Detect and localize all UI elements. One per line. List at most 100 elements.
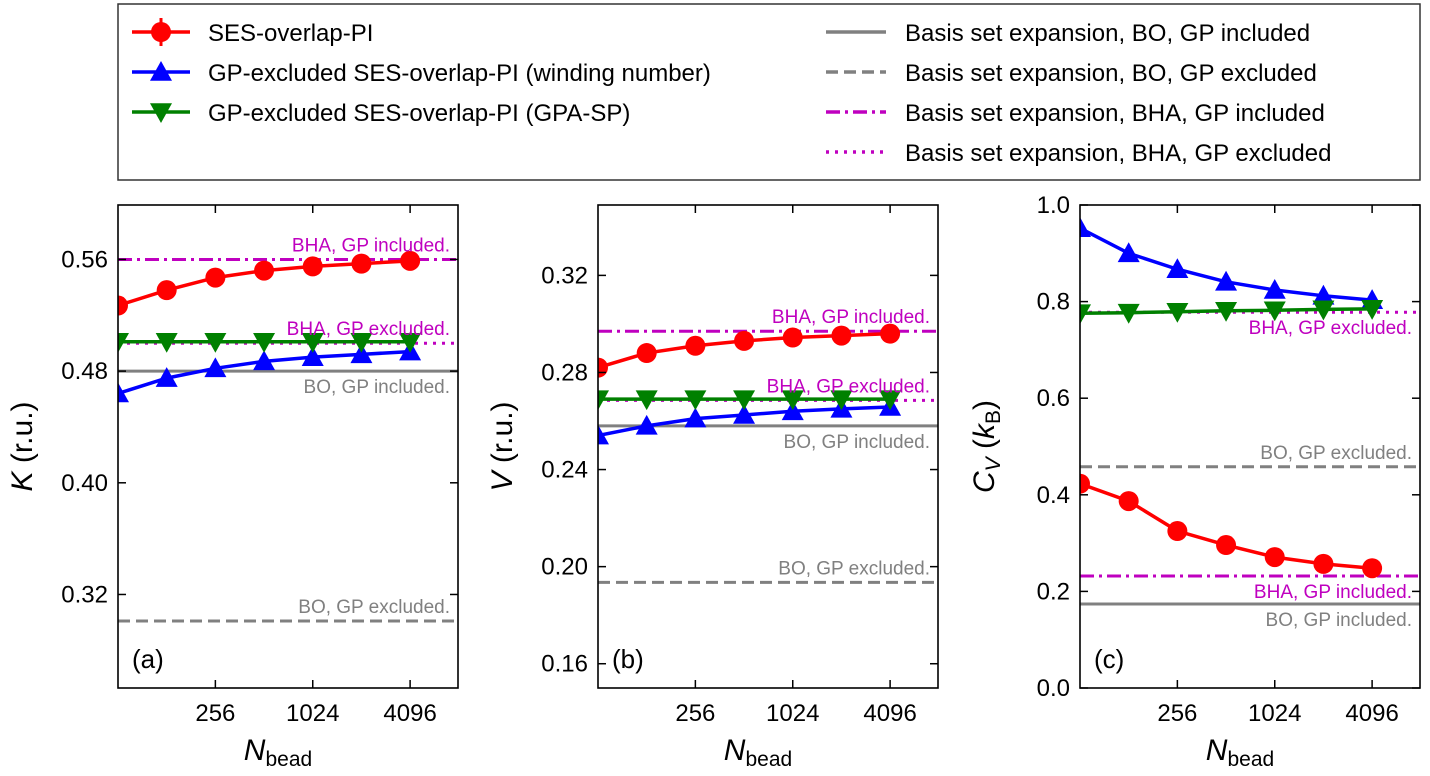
data-point bbox=[1080, 217, 1091, 237]
y-label-paren: ( bbox=[968, 439, 1001, 457]
data-point bbox=[782, 327, 803, 348]
x-tick-label: 4096 bbox=[383, 700, 436, 727]
y-label-paren: ) bbox=[968, 400, 1001, 410]
data-point bbox=[831, 325, 852, 346]
y-axis-label: CV (kB) bbox=[968, 400, 1005, 493]
y-label-unit: (r.u.) bbox=[6, 401, 39, 463]
data-point bbox=[598, 424, 609, 445]
data-point bbox=[635, 414, 658, 435]
legend-label: SES-overlap-PI bbox=[208, 20, 373, 47]
legend-label: Basis set expansion, BO, GP included bbox=[905, 20, 1310, 47]
panel-a: BHA, GP included. BHA, GP excluded. BO, GP… bbox=[6, 204, 459, 771]
data-point bbox=[734, 330, 755, 351]
data-point bbox=[301, 346, 324, 366]
y-label-space bbox=[486, 463, 519, 471]
data-point bbox=[204, 357, 227, 378]
legend: SES-overlap-PI GP-excluded SES-overlap-PI… bbox=[117, 3, 1421, 181]
panel-label: (c) bbox=[1094, 644, 1124, 674]
y-label-symbol: V bbox=[486, 469, 519, 492]
y-tick-label: 0.24 bbox=[541, 457, 588, 484]
x-tick-label: 1024 bbox=[1248, 700, 1301, 727]
data-point bbox=[205, 267, 226, 288]
data-point bbox=[1312, 284, 1335, 305]
reference-line-label: BO, GP included. bbox=[784, 432, 930, 453]
reference-line-label: BO, GP excluded. bbox=[778, 558, 930, 579]
data-point bbox=[635, 390, 658, 411]
reference-line-label: BHA, GP excluded. bbox=[767, 376, 930, 397]
reference-line-label: BO, GP included. bbox=[304, 377, 450, 398]
x-tick-label: 1024 bbox=[766, 700, 819, 727]
data-point bbox=[684, 407, 707, 428]
data-point bbox=[1080, 473, 1090, 494]
data-point bbox=[1167, 521, 1188, 542]
data-point bbox=[685, 335, 706, 356]
x-tick-label: 256 bbox=[195, 700, 235, 727]
data-point bbox=[1313, 553, 1334, 574]
axes-frame bbox=[1079, 204, 1421, 689]
legend-marker bbox=[151, 22, 171, 42]
legend-marker bbox=[150, 61, 172, 81]
data-point bbox=[254, 260, 275, 281]
y-tick-label: 0.40 bbox=[61, 470, 108, 497]
y-label-symbol-subscript: V bbox=[982, 455, 1005, 471]
reference-line-label: BHA, GP included. bbox=[772, 307, 930, 328]
data-point bbox=[1312, 300, 1335, 321]
y-tick-label: 0.0 bbox=[1037, 675, 1070, 702]
data-point bbox=[399, 333, 422, 353]
data-point bbox=[118, 382, 129, 403]
y-tick-label: 0.4 bbox=[1037, 482, 1070, 509]
data-point bbox=[253, 350, 276, 371]
x-tick-label: 256 bbox=[675, 700, 715, 727]
y-axis-label: K (r.u.) bbox=[6, 401, 39, 491]
data-point bbox=[781, 390, 804, 411]
axes-frame bbox=[597, 204, 939, 689]
data-point bbox=[1263, 279, 1286, 299]
legend-frame bbox=[117, 3, 1421, 181]
x-tick-label: 256 bbox=[1157, 700, 1197, 727]
data-point bbox=[598, 390, 609, 411]
data-point bbox=[253, 333, 276, 353]
legend-label: Basis set expansion, BHA, GP excluded bbox=[905, 140, 1331, 167]
reference-line-label: BHA, GP excluded. bbox=[1249, 318, 1412, 339]
reference-line-label: BHA, GP excluded. bbox=[287, 319, 450, 340]
y-tick-label: 0.16 bbox=[541, 651, 588, 678]
data-point bbox=[1263, 301, 1286, 322]
y-label-unit-symbol: k bbox=[968, 422, 1001, 439]
data-point bbox=[1215, 301, 1238, 322]
data-point bbox=[733, 390, 756, 411]
data-point bbox=[1166, 258, 1189, 279]
y-label-space bbox=[6, 463, 39, 471]
data-point bbox=[204, 333, 227, 353]
plot-area bbox=[598, 323, 938, 584]
data-point bbox=[830, 390, 853, 411]
data-point bbox=[1080, 304, 1091, 325]
data-point bbox=[155, 367, 178, 387]
panel-b: BHA, GP included. BHA, GP excluded. BO, GP… bbox=[486, 204, 939, 771]
data-point bbox=[1361, 300, 1384, 320]
data-point bbox=[1117, 242, 1140, 263]
y-tick-label: 0.8 bbox=[1037, 289, 1070, 316]
legend-label: GP-excluded SES-overlap-PI (GPA-SP) bbox=[208, 100, 630, 127]
data-point bbox=[118, 295, 128, 316]
data-point bbox=[351, 253, 372, 274]
reference-line-label: BHA, GP included. bbox=[1254, 582, 1412, 603]
data-point bbox=[1216, 535, 1237, 556]
panel-label: (a) bbox=[132, 644, 164, 674]
data-point bbox=[156, 280, 177, 301]
data-point bbox=[400, 250, 421, 271]
data-point bbox=[350, 333, 373, 353]
data-point bbox=[301, 333, 324, 353]
reference-line-label: BO, GP excluded. bbox=[298, 597, 450, 618]
data-point bbox=[350, 343, 373, 364]
y-tick-label: 0.32 bbox=[61, 581, 108, 608]
data-point bbox=[1166, 302, 1189, 323]
x-label-subscript: bead bbox=[745, 748, 792, 771]
data-point bbox=[733, 403, 756, 424]
reference-line-label: BO, GP excluded. bbox=[1260, 443, 1412, 464]
panel-label: (b) bbox=[612, 644, 644, 674]
y-label-unit-subscript: B bbox=[982, 410, 1005, 424]
x-tick-label: 4096 bbox=[1345, 700, 1398, 727]
y-label-unit: (r.u.) bbox=[486, 401, 519, 463]
x-label-symbol: N bbox=[724, 734, 746, 767]
